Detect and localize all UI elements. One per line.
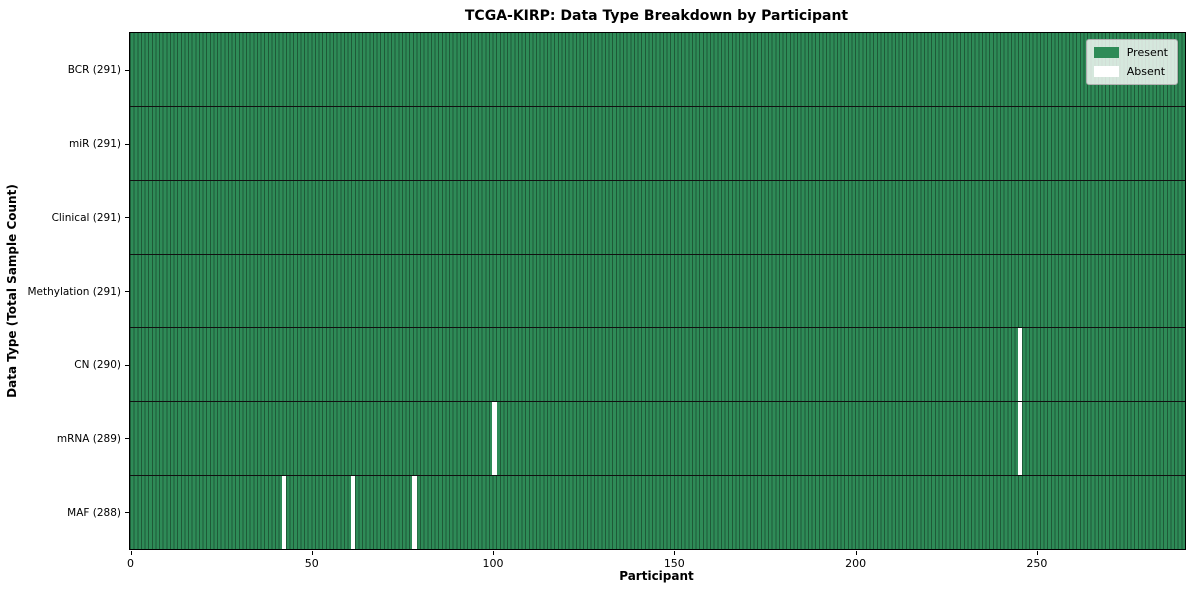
ytick-mark-mRNA [125, 438, 129, 440]
ytick-label-Clinical: Clinical (291) [51, 211, 121, 224]
ytick-mark-MAF [125, 512, 129, 514]
x-axis-label: Participant [619, 569, 694, 583]
ytick-label-miR: miR (291) [68, 138, 121, 151]
xtick-label-100: 100 [482, 557, 504, 570]
xtick-label-50: 50 [304, 557, 319, 570]
absent-cell-CN-245 [1017, 327, 1023, 402]
plot-area: Present Absent [129, 32, 1186, 550]
ytick-mark-miR [125, 143, 129, 145]
absent-cell-MAF-42 [281, 475, 287, 549]
row-separator [130, 401, 1185, 403]
chart-title: TCGA-KIRP: Data Type Breakdown by Partic… [464, 8, 849, 24]
legend-absent-swatch [1093, 66, 1119, 77]
xtick-label-0: 0 [127, 557, 134, 570]
y-axis-label: Data Type (Total Sample Count) [5, 184, 19, 398]
ytick-label-mRNA: mRNA (289) [56, 432, 121, 445]
xtick-label-250: 250 [1026, 557, 1048, 570]
ytick-label-Methylation: Methylation (291) [27, 285, 121, 298]
ytick-label-MAF: MAF (288) [67, 506, 121, 519]
ytick-mark-Methylation [125, 291, 129, 292]
xtick-mark-50 [311, 551, 313, 555]
ytick-mark-Clinical [125, 217, 129, 219]
ytick-mark-BCR [125, 69, 129, 71]
legend: Present Absent [1085, 39, 1178, 85]
legend-present-label: Present [1126, 46, 1168, 59]
xtick-mark-250 [1036, 551, 1038, 555]
legend-absent-label: Absent [1126, 65, 1166, 78]
legend-entry-absent: Absent [1093, 65, 1168, 78]
absent-cell-MAF-78 [412, 475, 417, 549]
xtick-mark-0 [130, 551, 132, 555]
ytick-label-CN: CN (290) [74, 359, 121, 372]
row-separator [130, 474, 1185, 476]
absent-cell-mRNA-245 [1017, 401, 1023, 476]
row-separator [130, 179, 1185, 181]
ytick-mark-CN [125, 364, 129, 366]
row-separator [130, 106, 1185, 108]
row-separator [130, 253, 1185, 255]
xtick-mark-200 [855, 551, 857, 555]
legend-present-swatch [1093, 47, 1119, 58]
legend-entry-present: Present [1093, 46, 1168, 59]
row-separator [130, 327, 1185, 329]
xtick-mark-100 [493, 551, 495, 555]
heatmap-present-cells [130, 33, 1185, 549]
ytick-label-BCR: BCR (291) [67, 64, 121, 77]
xtick-label-200: 200 [845, 557, 867, 570]
xtick-label-150: 150 [663, 557, 685, 570]
xtick-mark-150 [674, 551, 676, 555]
absent-cell-mRNA-100 [492, 401, 497, 476]
absent-cell-MAF-61 [350, 475, 356, 549]
